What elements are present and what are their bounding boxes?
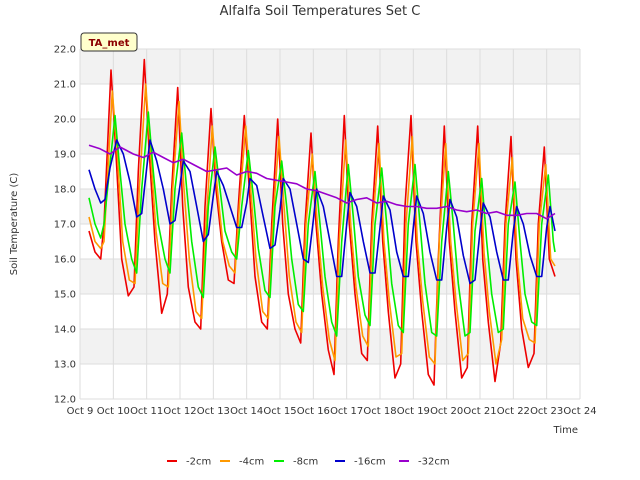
x-axis-label: Time [553, 425, 578, 436]
series-line-neg8cm [88, 111, 556, 337]
legend: -2cm -4cm -8cm -16cm -32cm [167, 457, 450, 468]
badge: TA_met [80, 32, 138, 52]
x-tick-label: Oct 19 [397, 406, 430, 417]
plot-band [80, 119, 580, 154]
x-tick-label: Oct 10 [97, 406, 130, 417]
y-axis-label: Soil Temperature (C) [9, 173, 20, 276]
y-tick-labels: 12.0 13.0 14.0 15.0 16.0 17.0 18.0 19.0 20.0 21.0… [54, 45, 76, 406]
y-tick-label: 16.0 [54, 255, 76, 266]
legend-label: -8cm [293, 457, 318, 468]
y-tick-label: 13.0 [54, 360, 76, 371]
y-tick-label: 15.0 [54, 290, 76, 301]
y-tick-label: 19.0 [54, 150, 76, 161]
series-line-neg2cm [88, 58, 556, 386]
plot-band [80, 259, 580, 294]
x-tick-label: Oct 14 [230, 406, 263, 417]
x-tick-label: Oct 11 [130, 406, 163, 417]
x-tick-label: Oct 24 [563, 406, 596, 417]
x-tick-label: Oct 13 [197, 406, 230, 417]
plot-band [80, 49, 580, 84]
y-tick-label: 14.0 [54, 325, 76, 336]
x-tick-label: Oct 18 [363, 406, 396, 417]
series-line-neg16cm [88, 139, 556, 285]
x-tick-label: Oct 16 [297, 406, 330, 417]
y-tick-label: 12.0 [54, 395, 76, 406]
series-line-neg4cm [88, 83, 556, 365]
x-tick-label: Oct 23 [530, 406, 563, 417]
series-lines [88, 58, 556, 386]
legend-label: -4cm [239, 457, 264, 468]
x-tick-label: Oct 9 [67, 406, 94, 417]
chart-title: Alfalfa Soil Temperatures Set C [220, 4, 421, 19]
legend-label: -32cm [418, 457, 450, 468]
legend-label: -2cm [186, 457, 211, 468]
x-tick-labels: Oct 9 Oct 10 Oct 11 Oct 12 Oct 13 Oct 14 Oct 1… [67, 406, 597, 417]
series-line-neg32cm [88, 144, 556, 220]
x-tick-label: Oct 12 [163, 406, 196, 417]
badge-label: TA_met [89, 38, 130, 49]
legend-label: -16cm [354, 457, 386, 468]
y-tick-label: 21.0 [54, 80, 76, 91]
y-tick-label: 20.0 [54, 115, 76, 126]
x-tick-label: Oct 20 [430, 406, 463, 417]
badge-box [80, 32, 138, 52]
y-tick-label: 18.0 [54, 185, 76, 196]
y-tick-label: 22.0 [54, 45, 76, 56]
x-tick-label: Oct 17 [330, 406, 363, 417]
y-tick-label: 17.0 [54, 220, 76, 231]
x-tick-label: Oct 22 [497, 406, 530, 417]
x-tick-label: Oct 15 [263, 406, 296, 417]
x-tick-label: Oct 21 [463, 406, 496, 417]
